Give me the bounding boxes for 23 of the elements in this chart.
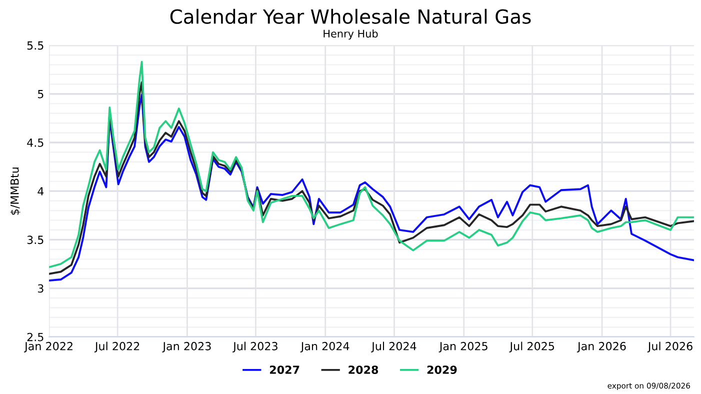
y-tick-label: 5.5 xyxy=(27,41,44,50)
y-tick-label: 5 xyxy=(38,90,44,98)
x-tick-label: Jul 2025 xyxy=(509,342,554,352)
y-tick-label: 2.5 xyxy=(27,332,44,342)
x-tick-label: Jan 2023 xyxy=(162,342,211,352)
y-tick-label: 3.5 xyxy=(27,236,44,244)
chart-title: Calendar Year Wholesale Natural Gas xyxy=(170,8,531,24)
legend-label: 2027 xyxy=(270,366,300,374)
x-tick-label: Jul 2026 xyxy=(647,342,692,352)
legend-label: 2028 xyxy=(348,366,378,374)
chart-subtitle: Henry Hub xyxy=(324,30,378,40)
y-axis-title: $/MMBtu xyxy=(10,168,20,215)
y-tick-label: 3 xyxy=(38,284,44,293)
y-tick-label: 4.5 xyxy=(27,138,44,147)
x-tick-label: Jan 2024 xyxy=(300,342,350,352)
x-tick-label: Jul 2023 xyxy=(232,342,278,352)
legend-label: 2029 xyxy=(427,366,457,374)
x-tick-label: Jan 2025 xyxy=(438,342,488,352)
x-tick-label: Jan 2022 xyxy=(24,342,72,352)
y-tick-label: 4 xyxy=(38,187,44,196)
x-tick-label: Jul 2024 xyxy=(371,342,416,352)
x-tick-label: Jan 2026 xyxy=(576,342,626,352)
x-tick-label: Jul 2022 xyxy=(94,342,140,352)
